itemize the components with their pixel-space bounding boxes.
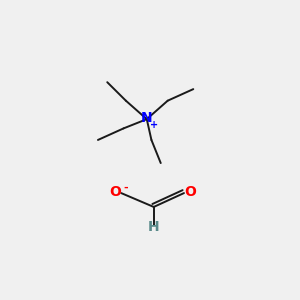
Text: N: N <box>141 111 153 125</box>
Text: -: - <box>124 182 128 192</box>
Text: H: H <box>148 220 160 234</box>
Text: O: O <box>110 185 121 199</box>
Text: +: + <box>150 120 158 130</box>
Text: O: O <box>184 185 196 199</box>
